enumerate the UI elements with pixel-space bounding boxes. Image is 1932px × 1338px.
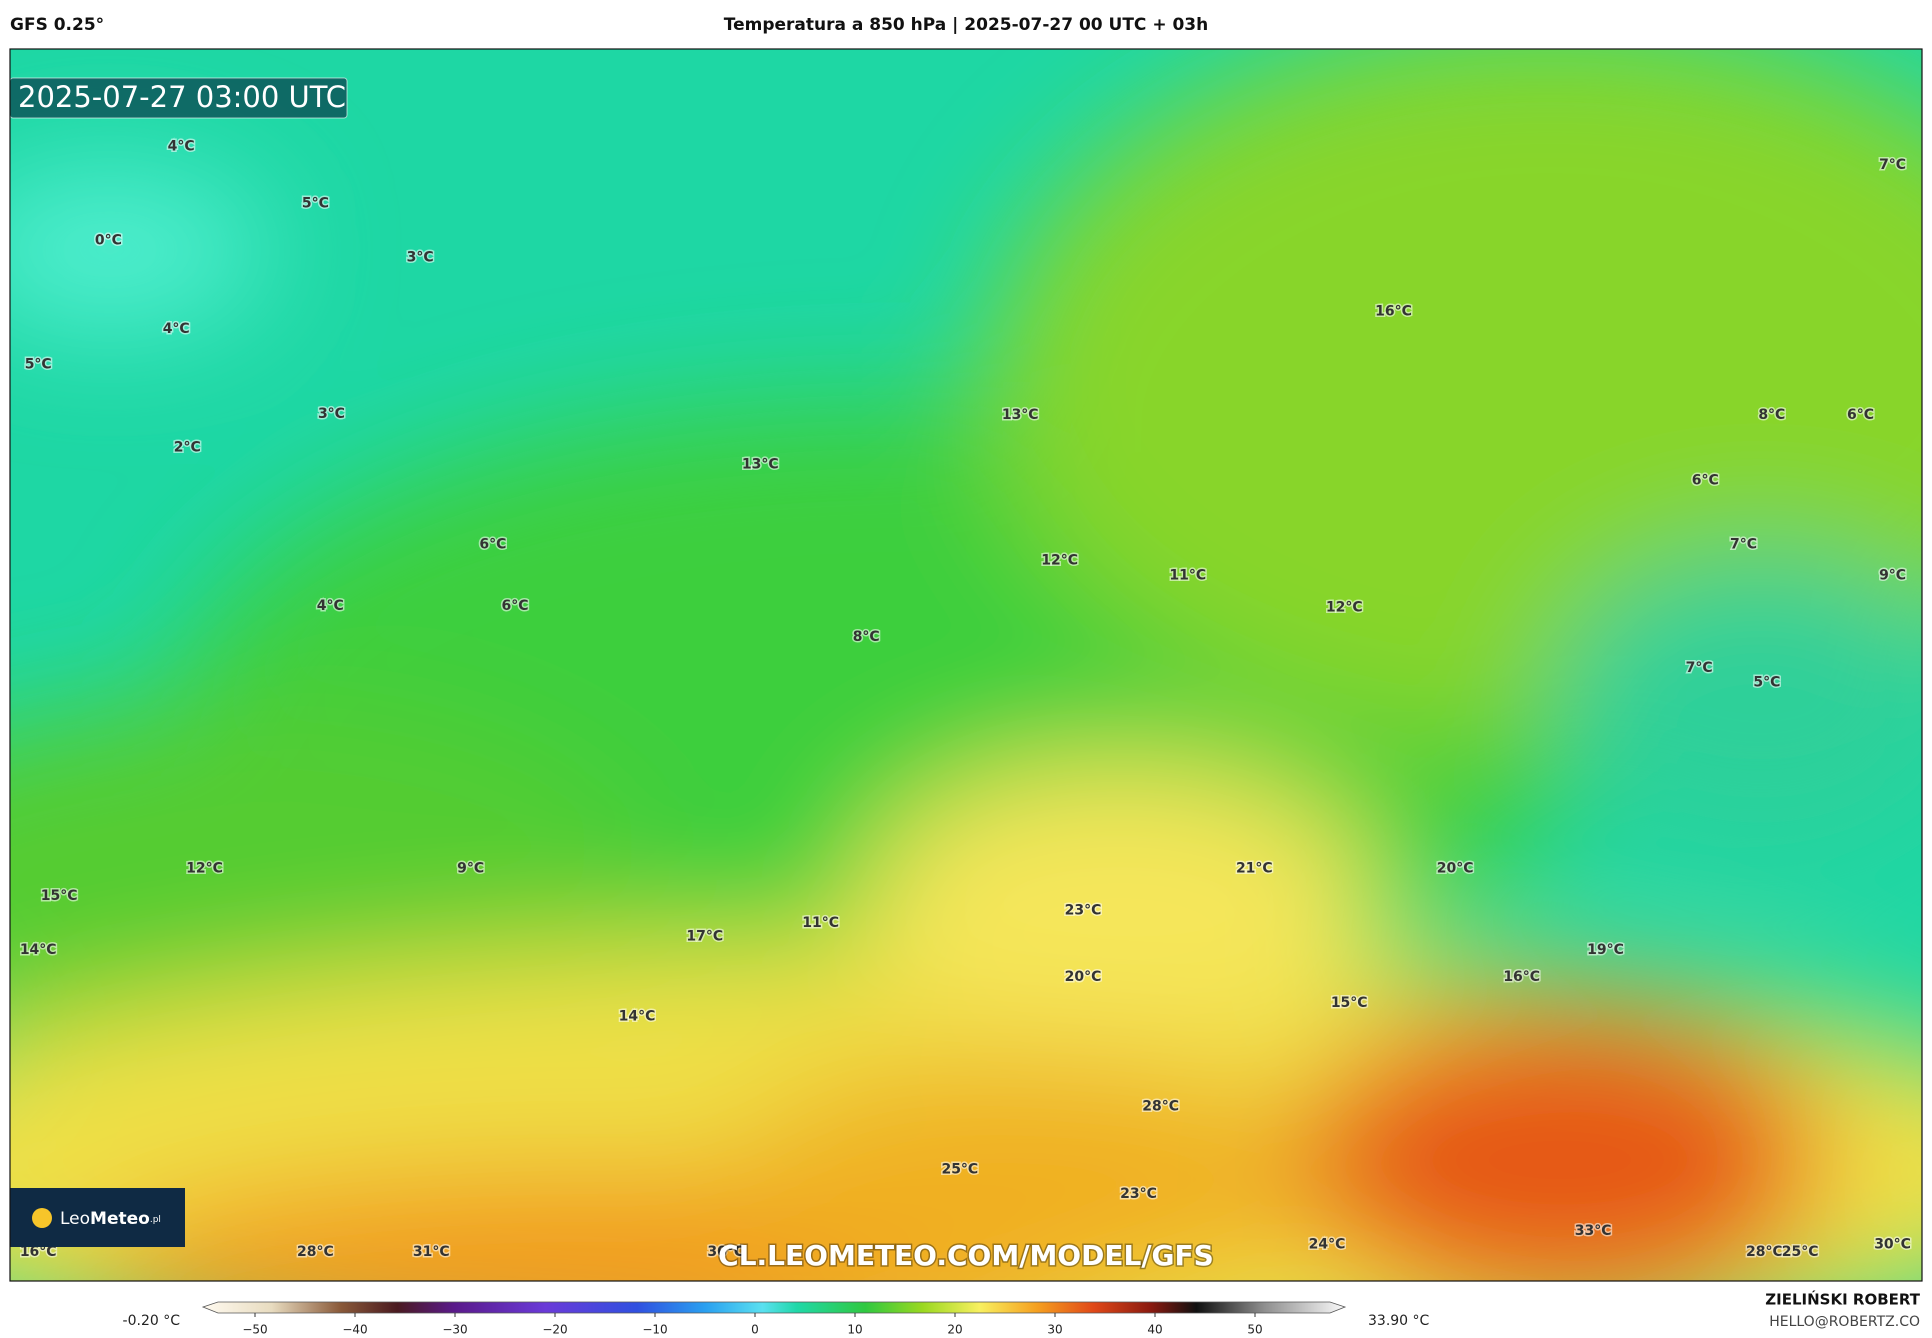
temperature-label: 12°C — [1041, 553, 1078, 569]
temperature-label: 25°C — [1782, 1244, 1819, 1260]
temperature-label: 30°C — [1874, 1236, 1911, 1252]
temperature-label: 6°C — [1692, 473, 1719, 489]
colorbar-tick-label: 20 — [947, 1323, 962, 1337]
model-name: GFS 0.25° — [10, 15, 104, 35]
temperature-label: 17°C — [686, 928, 723, 944]
temperature-label: 21°C — [1236, 861, 1273, 877]
temperature-label: 11°C — [802, 915, 839, 931]
email: HELLO@ROBERTZ.CO — [1769, 1314, 1920, 1330]
colorbar-tick-label: −40 — [342, 1323, 367, 1337]
colorbar-max: 33.90 °C — [1368, 1313, 1430, 1329]
temperature-label: 15°C — [1331, 995, 1368, 1011]
map-border — [9, 48, 1923, 1282]
temperature-label: 16°C — [1375, 304, 1412, 320]
logo-text: LeoMeteo.pl — [60, 1209, 161, 1229]
logo-part2: Meteo — [90, 1209, 150, 1229]
temperature-label: 33°C — [1575, 1223, 1612, 1239]
temperature-label: 4°C — [163, 321, 190, 337]
temperature-label: 9°C — [1879, 567, 1906, 583]
temperature-label: 6°C — [1847, 407, 1874, 423]
temperature-label: 28°C — [1746, 1244, 1783, 1260]
temperature-label: 11°C — [1169, 567, 1206, 583]
temperature-label: 2°C — [174, 439, 201, 455]
logo-part1: Leo — [60, 1209, 90, 1229]
author: ZIELIŃSKI ROBERT — [1765, 1290, 1920, 1309]
logo-suffix: .pl — [150, 1215, 161, 1225]
temperature-label: 3°C — [407, 250, 434, 266]
temperature-label: 28°C — [297, 1244, 334, 1260]
watermark: CL.LEOMETEO.COM/MODEL/GFS — [718, 1239, 1214, 1272]
temperature-label: 20°C — [1437, 861, 1474, 877]
temperature-label: 13°C — [1002, 407, 1039, 423]
colorbar-tick-label: 30 — [1047, 1323, 1062, 1337]
colorbar-tick-label: 0 — [751, 1323, 759, 1337]
temperature-label: 8°C — [1758, 407, 1785, 423]
colorbar-tick-label: −10 — [642, 1323, 667, 1337]
temperature-field — [10, 49, 1922, 1281]
temperature-label: 30°C — [707, 1244, 744, 1260]
colorbar — [201, 1301, 1347, 1314]
colorbar-tick-label: −50 — [242, 1323, 267, 1337]
temperature-label: 4°C — [168, 139, 195, 155]
temperature-label: 14°C — [20, 942, 57, 958]
temperature-label: 23°C — [1065, 903, 1102, 919]
temperature-label: 9°C — [457, 861, 484, 877]
temperature-label: 19°C — [1587, 942, 1624, 958]
temperature-label: 28°C — [1142, 1098, 1179, 1114]
temperature-label: 7°C — [1686, 660, 1713, 676]
map-title: Temperatura a 850 hPa | 2025-07-27 00 UT… — [724, 15, 1209, 35]
temperature-label: 3°C — [318, 406, 345, 422]
temperature-label: 6°C — [502, 598, 529, 614]
temperature-label: 20°C — [1065, 969, 1102, 985]
temperature-label: 8°C — [853, 629, 880, 645]
temperature-label: 6°C — [479, 537, 506, 553]
temperature-label: 16°C — [1503, 969, 1540, 985]
temperature-labels: 4°C 5°C 0°C 3°C 4°C 5°C 3°C 2°C 13°C 13°C 6°C 4°C 6°… — [18, 137, 1912, 1261]
colorbar-ticks: −50 −40 −30 −20 −10 0 10 20 30 40 50 — [242, 1313, 1263, 1337]
map: 4°C 5°C 0°C 3°C 4°C 5°C 3°C 2°C 13°C 13°C 6°C 4°C 6°… — [10, 49, 1922, 1281]
temperature-label: 16°C — [20, 1244, 57, 1260]
colorbar-tick-label: −20 — [542, 1323, 567, 1337]
temperature-label: 31°C — [413, 1244, 450, 1260]
temperature-label: 0°C — [95, 232, 122, 248]
temperature-label: 15°C — [41, 888, 78, 904]
temperature-label: 4°C — [317, 598, 344, 614]
colorbar-tick-label: −30 — [442, 1323, 467, 1337]
temperature-label: 13°C — [742, 457, 779, 473]
timestamp-badge — [10, 77, 348, 119]
temperature-label: 5°C — [302, 195, 329, 211]
colorbar-min: -0.20 °C — [123, 1313, 181, 1329]
colorbar-tick-label: 40 — [1147, 1323, 1162, 1337]
temperature-label: 12°C — [1326, 599, 1363, 615]
temperature-label: 5°C — [1753, 675, 1780, 691]
colorbar-tick-label: 50 — [1247, 1323, 1262, 1337]
temperature-label: 23°C — [1120, 1186, 1157, 1202]
logo-sun — [32, 1208, 52, 1228]
timestamp: 2025-07-27 03:00 UTC — [18, 80, 346, 114]
colorbar-tick-label: 10 — [847, 1323, 862, 1337]
temperature-label: 7°C — [1879, 157, 1906, 173]
temperature-label: 25°C — [941, 1161, 978, 1177]
temperature-label: 5°C — [25, 357, 52, 373]
temperature-label: 12°C — [186, 861, 223, 877]
temperature-label: 24°C — [1309, 1236, 1346, 1252]
temperature-label: 7°C — [1730, 537, 1757, 553]
temperature-label: 14°C — [619, 1009, 656, 1025]
